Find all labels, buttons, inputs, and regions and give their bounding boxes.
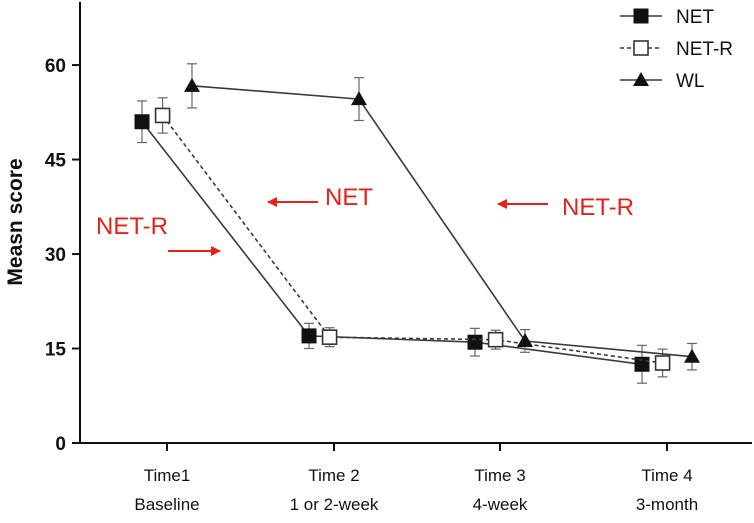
legend-marker [633,40,649,56]
annotation-text: NET-R [96,213,168,240]
x-tick-sublabel: Baseline [134,495,199,514]
series-line [141,121,643,366]
data-point [154,107,171,124]
legend-marker [633,8,649,24]
data-point [301,328,317,344]
annotations: NET-R NET NET-R [96,184,634,256]
annotation-text: NET [325,184,373,211]
y-axis-title: Measn score [4,158,27,285]
series-net [134,100,650,384]
y-axis-ticks: 0 15 30 45 60 [45,56,80,455]
series-line [191,85,693,358]
y-tick-label: 45 [45,151,67,172]
legend-item: NET [620,7,714,28]
legend: NET NET-R WL [620,7,733,92]
legend-label: WL [676,71,705,92]
y-tick-label: 30 [45,245,66,266]
y-tick-label: 15 [45,340,67,361]
legend-item: WL [620,71,705,92]
data-point [134,114,150,130]
data-point [321,329,338,345]
data-point [683,348,700,363]
data-point [516,332,533,347]
legend-label: NET-R [676,39,733,60]
x-tick-sublabel: 3-month [636,495,698,514]
legend-item: NET-R [620,39,733,60]
y-tick-label: 0 [55,434,66,455]
legend-marker [633,72,649,86]
annotation-net-r: NET-R [96,213,221,256]
y-tick-label: 60 [45,56,66,77]
series-layer [134,63,700,384]
data-point [487,331,504,348]
series-line [161,114,663,364]
series-net-r [154,97,671,378]
series-wl [183,63,700,371]
annotation-net-r: NET-R [497,194,634,221]
x-tick-label: Time 2 [308,466,359,485]
x-tick-sublabel: 1 or 2-week [290,495,379,514]
data-point [467,334,483,350]
x-tick-label: Time1 [144,466,191,485]
annotation-net: NET [267,184,373,211]
annotation-text: NET-R [562,194,634,221]
x-tick-label: Time 4 [641,466,692,485]
data-point [654,355,671,371]
x-tick-sublabel: 4-week [473,495,528,514]
x-tick-label: Time 3 [474,466,525,485]
data-point [183,77,200,92]
x-axis-ticks: Time1 Baseline Time 2 1 or 2-week Time 3 4-we… [134,443,698,514]
data-point [350,91,367,106]
legend-label: NET [676,7,714,28]
